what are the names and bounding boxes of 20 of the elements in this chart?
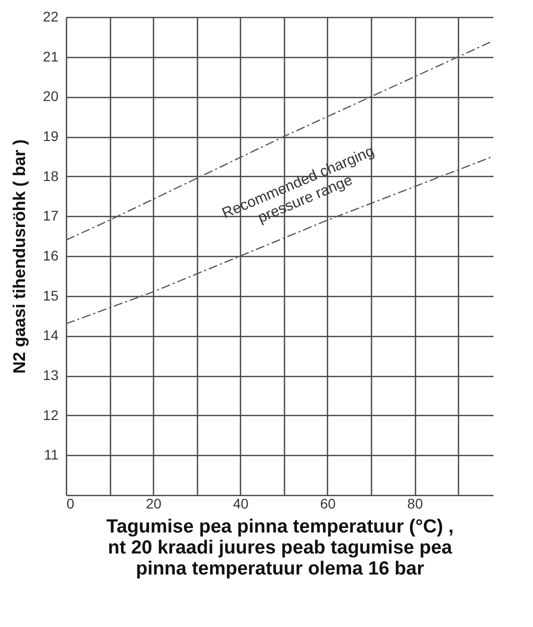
x-tick-label: 0 — [66, 496, 74, 512]
y-tick-label: 18 — [42, 168, 59, 184]
y-axis-title: N2 gaasi tihendusröhk ( bar ) — [10, 139, 29, 374]
y-tick-label: 17 — [42, 208, 59, 224]
x-tick-label: 20 — [146, 496, 162, 512]
y-tick-label: 12 — [42, 406, 59, 423]
x-tick-label: 80 — [407, 496, 424, 512]
x-tick-label: 40 — [232, 496, 249, 512]
x-axis-title: Tagumise pea pinna temperatuur (°C) , nt 20 kraadi juures peab tagumise pea pinna temperatuur olema 16 bar — [106, 516, 454, 580]
y-tick-label: 15 — [42, 287, 59, 304]
y-tick-label: 20 — [42, 88, 59, 104]
line-series — [66, 40, 493, 241]
y-tick-label: 11 — [44, 446, 59, 463]
y-tick-label: 16 — [42, 248, 59, 264]
y-tick-label: 22 — [42, 8, 59, 24]
y-tick-label: 13 — [42, 367, 59, 383]
y-tick-label: 19 — [42, 128, 59, 144]
x-tick-label: 60 — [320, 496, 336, 512]
y-tick-label: 14 — [42, 327, 59, 344]
y-tick-label: 21 — [42, 48, 59, 64]
